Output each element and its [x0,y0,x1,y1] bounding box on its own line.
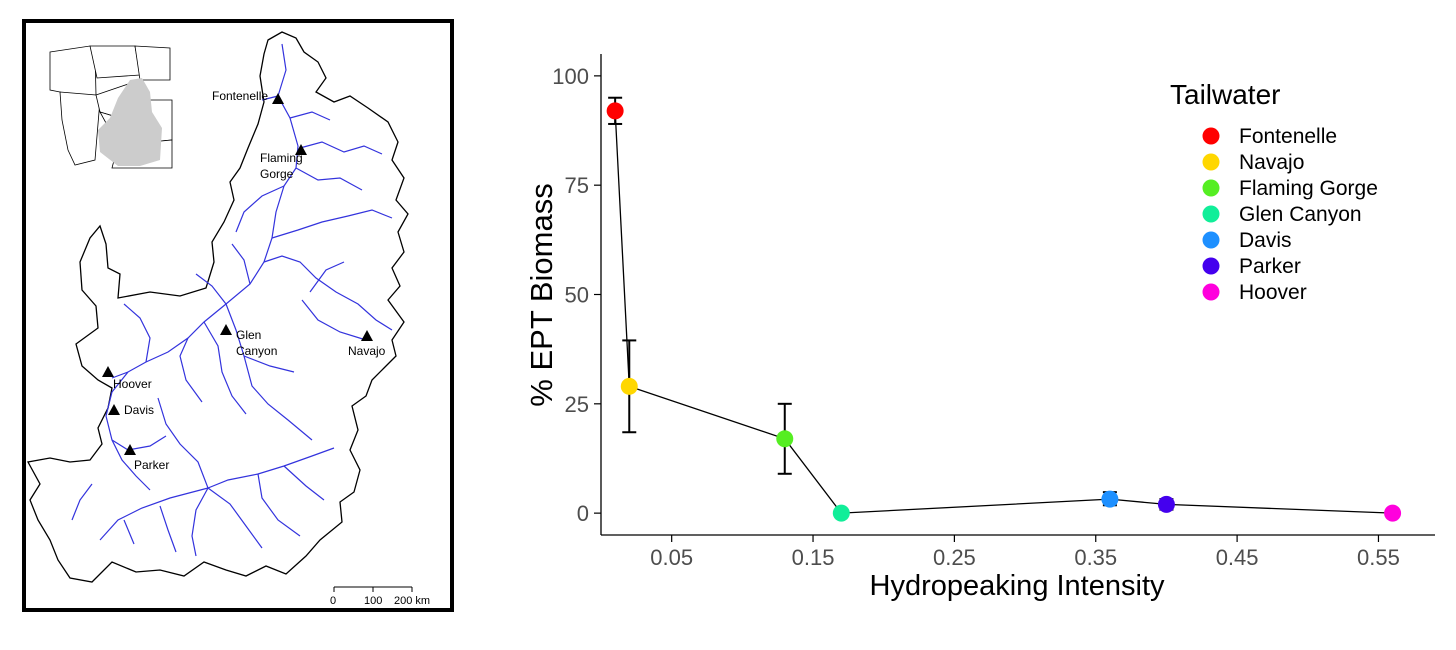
legend-swatch [1202,179,1220,197]
dam-navajo: Navajo [348,330,386,358]
data-point-davis [1101,490,1119,508]
legend-item-fontenelle: Fontenelle [1202,125,1337,148]
legend-swatch [1202,127,1220,145]
x-tick-label: 0.05 [650,545,693,570]
scale-tick-100: 100 [364,595,382,607]
data-point-hoover [1384,504,1402,522]
scale-tick-0: 0 [330,595,336,607]
dam-marker-icon [124,444,136,455]
legend-item-davis: Davis [1202,229,1292,252]
dam-parker: Parker [124,444,169,472]
x-tick-label: 0.45 [1216,545,1259,570]
legend-swatch [1202,231,1220,249]
inset-basin-highlight [98,78,162,166]
dam-davis: Davis [108,403,154,417]
legend-label: Parker [1239,255,1301,278]
dam-label: Davis [124,403,154,417]
data-point-parker [1157,495,1175,513]
dam-markers: Fontenelle Flaming Gorge Glen Canyon Nav… [102,89,386,472]
data-points [606,102,1402,522]
chart-panel: 0 25 50 75 100 0.05 0.15 0.25 0.35 0.45 0.55 % EPT… [470,0,1456,645]
x-tick-label: 0.25 [933,545,976,570]
legend-label: Navajo [1239,151,1304,174]
dam-label: Navajo [348,344,386,358]
dam-label-line-1: Glen [236,328,261,342]
scale-bar: 0 100 200 km [330,586,430,607]
legend-label: Davis [1239,229,1292,252]
dam-marker-icon [295,144,307,155]
legend-item-flaming-gorge: Flaming Gorge [1202,177,1378,200]
legend-item-hoover: Hoover [1202,281,1307,304]
legend-label: Flaming Gorge [1239,177,1378,200]
legend-label: Glen Canyon [1239,203,1362,226]
dam-marker-icon [361,330,373,341]
dam-hoover: Hoover [102,366,152,391]
data-point-flaming-gorge [776,430,794,448]
legend-swatch [1202,153,1220,171]
dam-label: Parker [134,458,169,472]
dam-label-line-1: Flaming [260,151,303,165]
dam-glen-canyon: Glen Canyon [220,324,277,358]
dam-marker-icon [220,324,232,335]
data-point-glen-canyon [832,504,850,522]
data-point-fontenelle [606,102,624,120]
legend-swatch [1202,257,1220,275]
y-tick-label: 50 [565,283,589,308]
y-axis-label: % EPT Biomass [524,183,559,406]
y-tick-label: 0 [577,501,589,526]
scale-tick-200-km: 200 km [394,595,430,607]
dam-marker-icon [108,404,120,415]
dam-label: Fontenelle [212,89,268,103]
dam-marker-icon [102,366,114,377]
dam-label: Hoover [113,377,152,391]
legend-title: Tailwater [1170,79,1280,110]
basin-map: Fontenelle Flaming Gorge Glen Canyon Nav… [22,19,454,612]
dam-flaming-gorge: Flaming Gorge [260,144,307,181]
river-network [71,43,393,557]
dam-label-line-2: Canyon [236,344,277,358]
chart-axes: 0 25 50 75 100 0.05 0.15 0.25 0.35 0.45 0.55 [552,54,1435,570]
legend-item-parker: Parker [1202,255,1301,278]
x-axis-label: Hydropeaking Intensity [870,570,1165,602]
dam-marker-icon [272,93,284,104]
legend-label: Fontenelle [1239,125,1337,148]
legend-item-glen-canyon: Glen Canyon [1202,203,1362,226]
legend-item-navajo: Navajo [1202,151,1304,174]
y-tick-label: 75 [565,173,589,198]
legend-label: Hoover [1239,281,1307,304]
y-tick-label: 25 [565,392,589,417]
legend-swatch [1202,283,1220,301]
x-tick-label: 0.55 [1357,545,1400,570]
legend: Tailwater Fontenelle Navajo Flaming Gorge G… [1170,79,1378,304]
ept-biomass-chart: 0 25 50 75 100 0.05 0.15 0.25 0.35 0.45 0.55 % EPT… [524,54,1435,602]
y-tick-label: 100 [552,64,589,89]
basin-outline [26,31,409,583]
legend-swatch [1202,205,1220,223]
dam-fontenelle: Fontenelle [212,89,284,104]
x-tick-label: 0.35 [1074,545,1117,570]
x-tick-label: 0.15 [792,545,835,570]
dam-label-line-2: Gorge [260,167,294,181]
data-point-navajo [620,377,638,395]
basin-map-panel: Fontenelle Flaming Gorge Glen Canyon Nav… [0,0,470,645]
